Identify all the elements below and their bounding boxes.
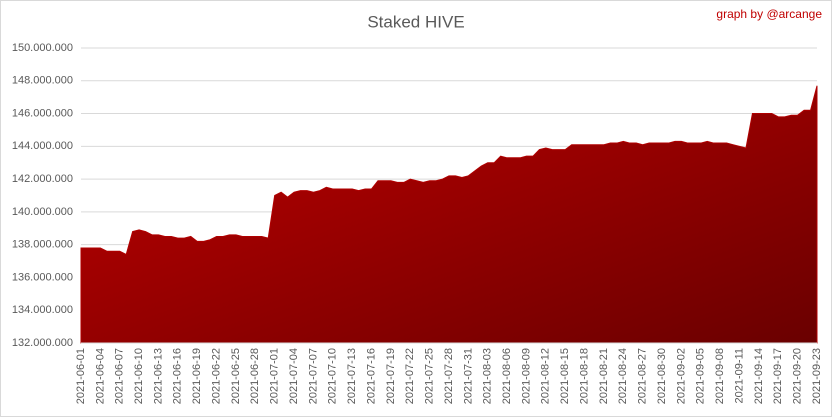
y-tick-label: 148.000.000 (12, 75, 73, 87)
x-tick-label: 2021-06-10 (133, 348, 145, 404)
x-tick-label: 2021-08-27 (637, 348, 649, 404)
x-tick-label: 2021-09-02 (675, 348, 687, 404)
x-tick-label: 2021-07-13 (346, 348, 358, 404)
x-tick-label: 2021-09-17 (772, 348, 784, 404)
x-tick-label: 2021-08-15 (559, 348, 571, 404)
y-tick-label: 136.000.000 (12, 271, 73, 283)
x-tick-label: 2021-08-30 (656, 348, 668, 404)
chart-title: Staked HIVE (367, 12, 464, 31)
area (80, 85, 818, 344)
x-tick-label: 2021-06-19 (191, 348, 203, 404)
x-tick-label: 2021-07-31 (462, 348, 474, 404)
y-tick-label: 140.000.000 (12, 206, 73, 218)
y-tick-label: 134.000.000 (12, 304, 73, 316)
x-tick-label: 2021-08-21 (598, 348, 610, 404)
x-tick-label: 2021-07-28 (443, 348, 455, 404)
x-tick-label: 2021-09-20 (792, 348, 804, 404)
x-tick-label: 2021-06-22 (210, 348, 222, 404)
y-tick-label: 132.000.000 (12, 337, 73, 349)
x-tick-label: 2021-08-18 (578, 348, 590, 404)
x-tick-label: 2021-07-25 (424, 348, 436, 404)
y-tick-label: 138.000.000 (12, 239, 73, 251)
y-tick-label: 150.000.000 (12, 42, 73, 54)
annotation: graph by @arcange (716, 7, 822, 21)
x-tick-label: 2021-07-10 (327, 348, 339, 404)
x-tick-label: 2021-06-25 (230, 348, 242, 404)
x-tick-label: 2021-07-22 (404, 348, 416, 404)
x-tick-label: 2021-07-07 (307, 348, 319, 404)
x-tick-label: 2021-09-14 (753, 348, 765, 404)
x-tick-label: 2021-06-04 (94, 348, 106, 404)
x-tick-label: 2021-08-06 (501, 348, 513, 404)
y-tick-label: 142.000.000 (12, 173, 73, 185)
y-tick-label: 146.000.000 (12, 107, 73, 119)
x-tick-label: 2021-07-01 (269, 348, 281, 404)
y-tick-label: 144.000.000 (12, 140, 73, 152)
x-tick-label: 2021-06-01 (75, 348, 87, 404)
x-tick-label: 2021-07-04 (288, 348, 300, 404)
x-tick-label: 2021-06-28 (249, 348, 261, 404)
x-tick-label: 2021-06-07 (114, 348, 126, 404)
x-tick-label: 2021-08-24 (617, 348, 629, 404)
x-tick-label: 2021-09-08 (714, 348, 726, 404)
x-tick-label: 2021-08-03 (482, 348, 494, 404)
x-tick-label: 2021-09-11 (733, 348, 745, 403)
x-tick-label: 2021-09-23 (811, 348, 823, 404)
x-tick-label: 2021-07-16 (365, 348, 377, 404)
x-tick-label: 2021-08-12 (540, 348, 552, 404)
x-tick-label: 2021-09-05 (695, 348, 707, 404)
x-tick-label: 2021-07-19 (385, 348, 397, 404)
x-tick-label: 2021-08-09 (520, 348, 532, 404)
x-tick-label: 2021-06-13 (152, 348, 164, 404)
x-tick-label: 2021-06-16 (172, 348, 184, 404)
